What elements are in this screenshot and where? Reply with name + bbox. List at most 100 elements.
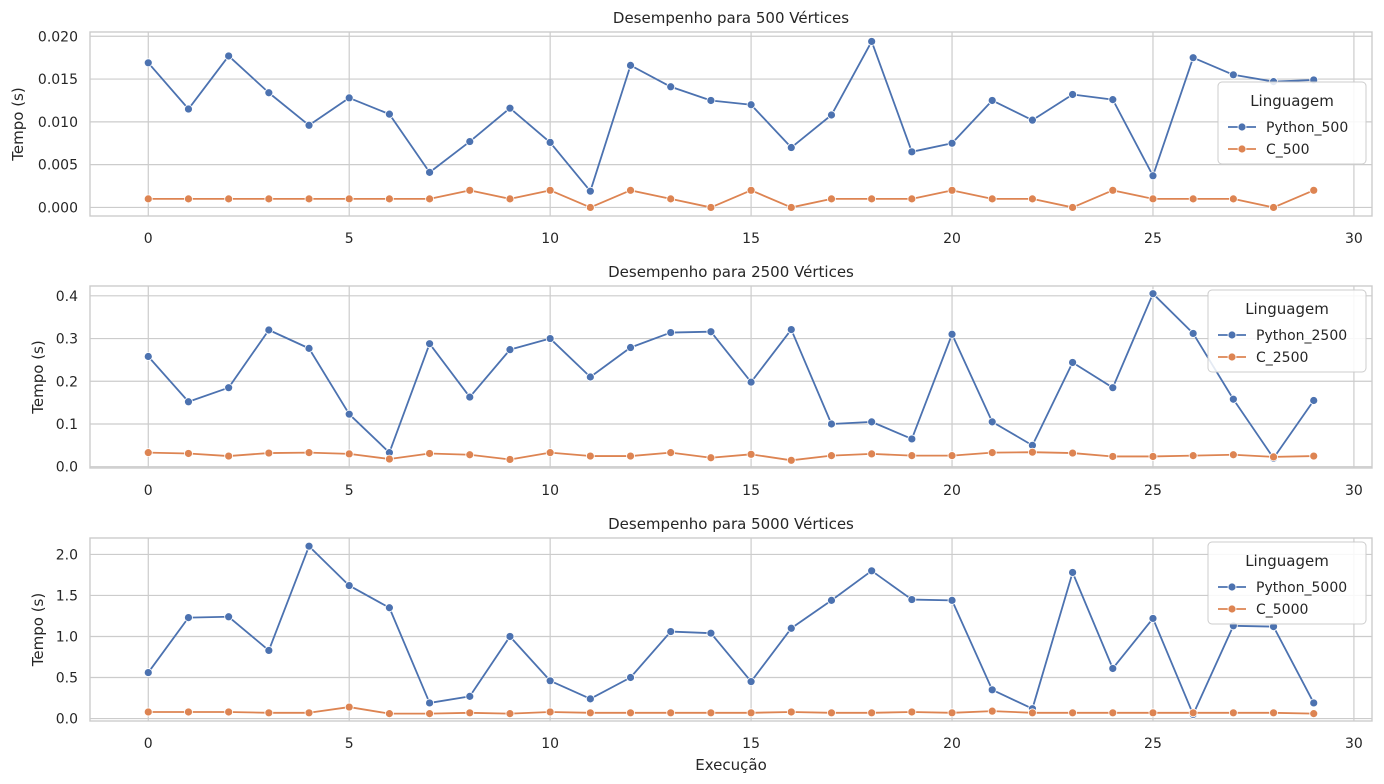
series-line-C_5000 xyxy=(148,706,1314,715)
data-point xyxy=(706,327,716,337)
legend: Linguagem Python_500 C_500 xyxy=(1217,81,1367,165)
data-point xyxy=(1188,329,1198,338)
legend-entry: C_500 xyxy=(1266,142,1310,158)
data-point xyxy=(344,581,354,590)
y-axis-label: Tempo (s) xyxy=(29,593,47,667)
data-point xyxy=(1228,70,1238,80)
series-line-C_2500 xyxy=(148,451,1314,462)
data-point xyxy=(545,707,555,717)
y-tick-label: 0.4 xyxy=(56,289,78,305)
data-point xyxy=(505,455,515,464)
y-tick-label: 0.0 xyxy=(56,460,78,476)
data-point xyxy=(425,167,434,177)
x-tick-label: 15 xyxy=(742,736,760,752)
data-point xyxy=(1148,194,1158,204)
data-point xyxy=(706,628,716,638)
data-point xyxy=(224,383,234,393)
data-point xyxy=(1068,708,1077,718)
data-point xyxy=(143,448,153,458)
data-point xyxy=(585,451,595,461)
y-axis-label: Tempo (s) xyxy=(9,87,27,161)
data-point xyxy=(827,595,836,605)
x-tick-label: 25 xyxy=(1144,483,1162,499)
data-point xyxy=(304,708,314,718)
data-point xyxy=(746,185,756,195)
x-tick-label: 5 xyxy=(345,736,354,752)
data-point xyxy=(425,339,434,349)
data-point xyxy=(1228,394,1238,404)
subplot-3: 0 5 10 15 20 25 30 0.0 0.5 1.0 1.5 2.0 Desempenho pa… xyxy=(29,515,1373,752)
subplot-2: 0 5 10 15 20 25 30 0.0 0.1 0.2 0.3 0.4 Desempenho pa… xyxy=(29,263,1373,499)
legend-marker xyxy=(1227,582,1237,592)
data-point xyxy=(184,194,193,204)
legend-entry: C_5000 xyxy=(1256,602,1308,618)
data-point xyxy=(626,708,635,718)
data-point xyxy=(786,325,796,334)
data-point xyxy=(987,448,997,458)
legend: Linguagem Python_5000 C_5000 xyxy=(1207,541,1367,625)
data-point xyxy=(1068,90,1077,99)
y-axis-label: Tempo (s) xyxy=(29,340,47,414)
data-point xyxy=(706,453,716,463)
data-point xyxy=(545,137,555,147)
y-tick-label: 0.010 xyxy=(38,115,78,131)
data-point xyxy=(987,706,997,716)
data-point xyxy=(1028,708,1037,718)
data-point xyxy=(947,329,957,339)
data-point xyxy=(907,194,917,204)
series-line-Python_500 xyxy=(147,40,1314,193)
data-point xyxy=(505,194,515,204)
subplot-title: Desempenho para 2500 Vértices xyxy=(608,263,854,281)
data-point xyxy=(1108,708,1118,718)
data-point xyxy=(1188,194,1198,204)
data-point xyxy=(585,203,595,212)
series-line-Python_5000 xyxy=(147,545,1315,716)
data-point xyxy=(786,203,796,212)
data-point xyxy=(786,143,796,152)
data-point xyxy=(264,325,274,335)
data-point xyxy=(827,110,836,120)
data-point xyxy=(746,377,756,387)
data-point xyxy=(666,194,676,204)
data-point xyxy=(1108,185,1118,195)
data-point xyxy=(143,352,153,361)
data-point xyxy=(505,632,515,641)
data-point xyxy=(1108,664,1118,673)
legend-entry: C_2500 xyxy=(1256,350,1308,366)
legend-entry: Python_2500 xyxy=(1256,328,1347,344)
data-point xyxy=(224,707,234,717)
y-tick-label: 0.3 xyxy=(56,332,78,348)
data-point xyxy=(1228,450,1238,460)
legend-marker xyxy=(1227,352,1237,362)
data-point xyxy=(1068,358,1077,367)
data-point xyxy=(143,58,153,68)
data-point xyxy=(987,96,997,105)
data-point xyxy=(465,450,475,460)
x-tick-label: 20 xyxy=(943,483,961,499)
legend-marker xyxy=(1227,330,1237,340)
data-point xyxy=(143,668,153,677)
data-point xyxy=(1309,185,1319,195)
data-point xyxy=(907,707,917,717)
data-point xyxy=(987,417,997,427)
data-point xyxy=(947,451,957,461)
data-point xyxy=(1108,95,1118,105)
data-point xyxy=(1148,614,1158,623)
data-point xyxy=(1309,396,1319,405)
data-point xyxy=(1309,698,1319,708)
data-point xyxy=(505,345,515,355)
data-point xyxy=(465,392,475,402)
data-point xyxy=(385,454,394,464)
x-tick-label: 0 xyxy=(144,736,153,752)
data-point xyxy=(666,82,676,92)
data-point xyxy=(304,343,314,353)
data-point xyxy=(1068,448,1077,458)
data-point xyxy=(1028,447,1037,457)
data-point xyxy=(746,100,756,110)
x-tick-label: 25 xyxy=(1144,736,1162,752)
data-point xyxy=(385,709,394,719)
x-tick-label: 10 xyxy=(541,736,559,752)
data-point xyxy=(304,120,314,130)
data-point xyxy=(1269,203,1278,212)
